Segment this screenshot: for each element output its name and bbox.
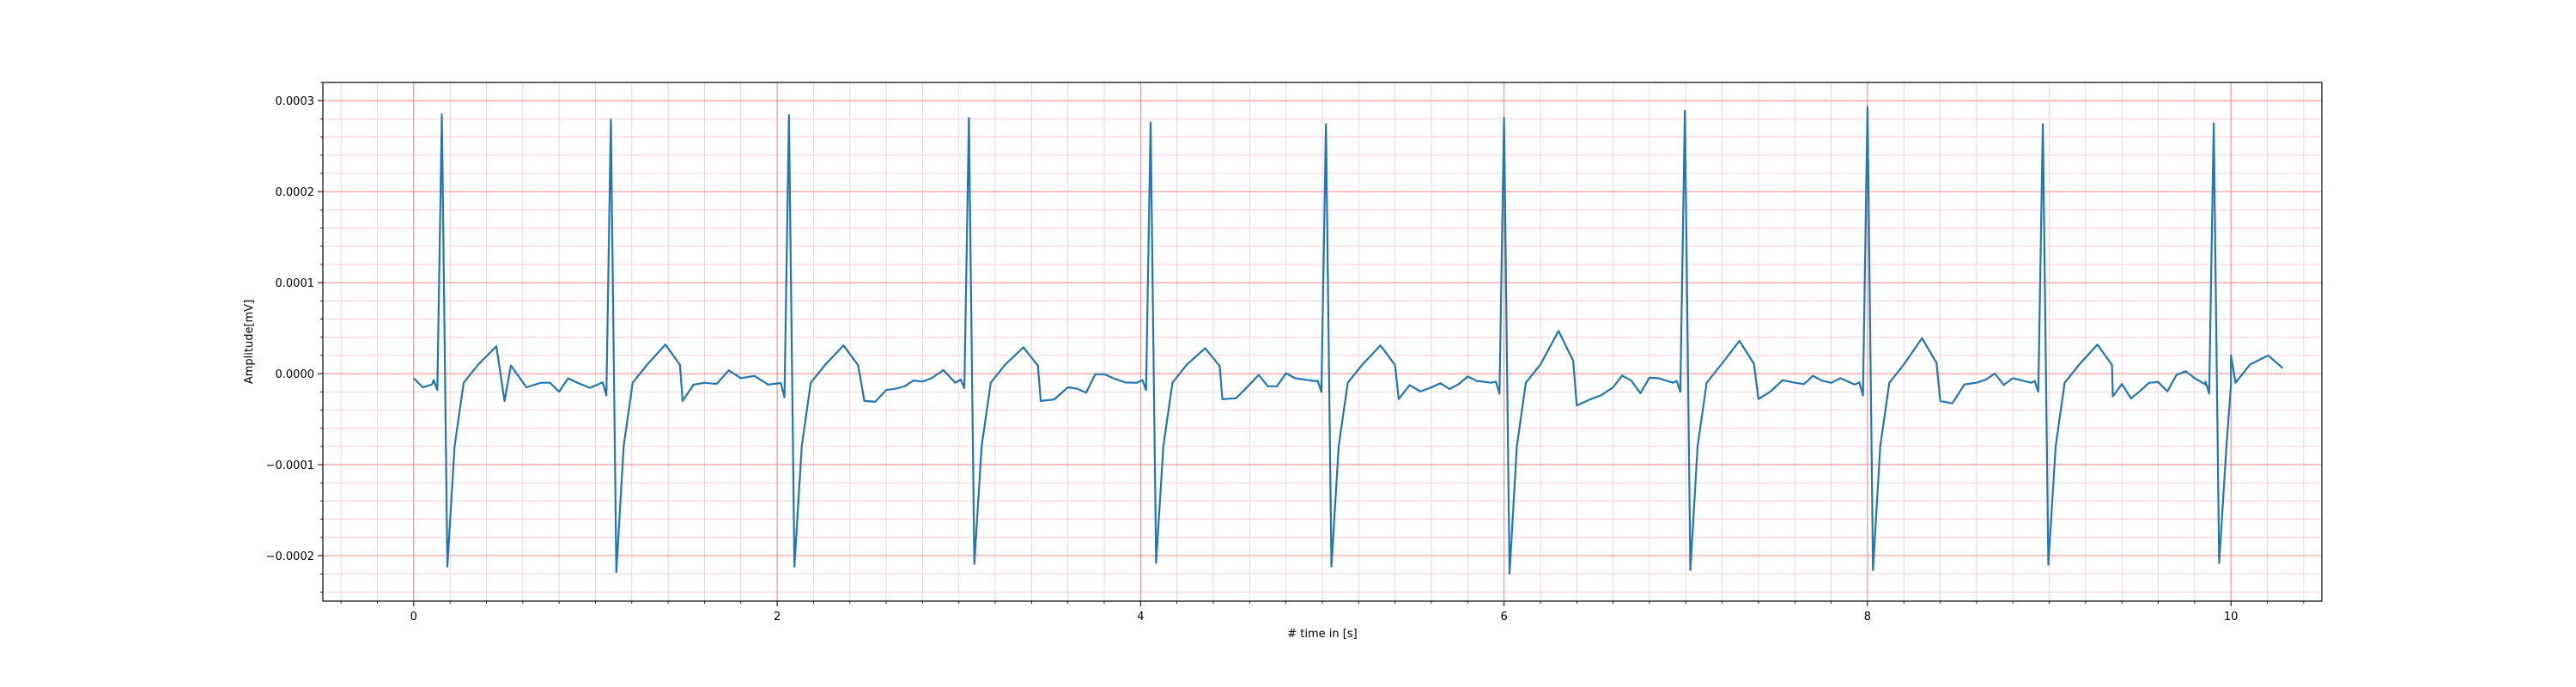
y-tick-label: 0.0000 xyxy=(276,368,315,381)
x-tick-label: 6 xyxy=(1500,611,1507,623)
x-axis-ticks: 0 2 4 6 8 10 xyxy=(340,601,2305,623)
x-tick-label: 4 xyxy=(1137,611,1144,623)
y-tick-label: 0.0003 xyxy=(276,95,315,108)
y-tick-label: −0.0001 xyxy=(266,459,314,472)
y-tick-label: 0.0001 xyxy=(276,277,315,290)
x-tick-label: 2 xyxy=(774,611,781,623)
y-tick-label: −0.0002 xyxy=(266,550,314,563)
major-grid xyxy=(323,82,2322,601)
x-axis-label: # time in [s] xyxy=(1287,628,1357,641)
x-tick-label: 0 xyxy=(410,611,417,623)
y-tick-label: 0.0002 xyxy=(276,186,315,199)
x-tick-label: 10 xyxy=(2224,611,2239,623)
ecg-signal-line xyxy=(413,106,2284,575)
y-axis-ticks: −0.0002 −0.0001 0.0000 0.0001 0.0002 0.0003 xyxy=(266,82,323,593)
x-tick-label: 8 xyxy=(1864,611,1871,623)
minor-grid xyxy=(323,82,2322,601)
y-axis-label: Amplitude[mV] xyxy=(243,300,256,384)
